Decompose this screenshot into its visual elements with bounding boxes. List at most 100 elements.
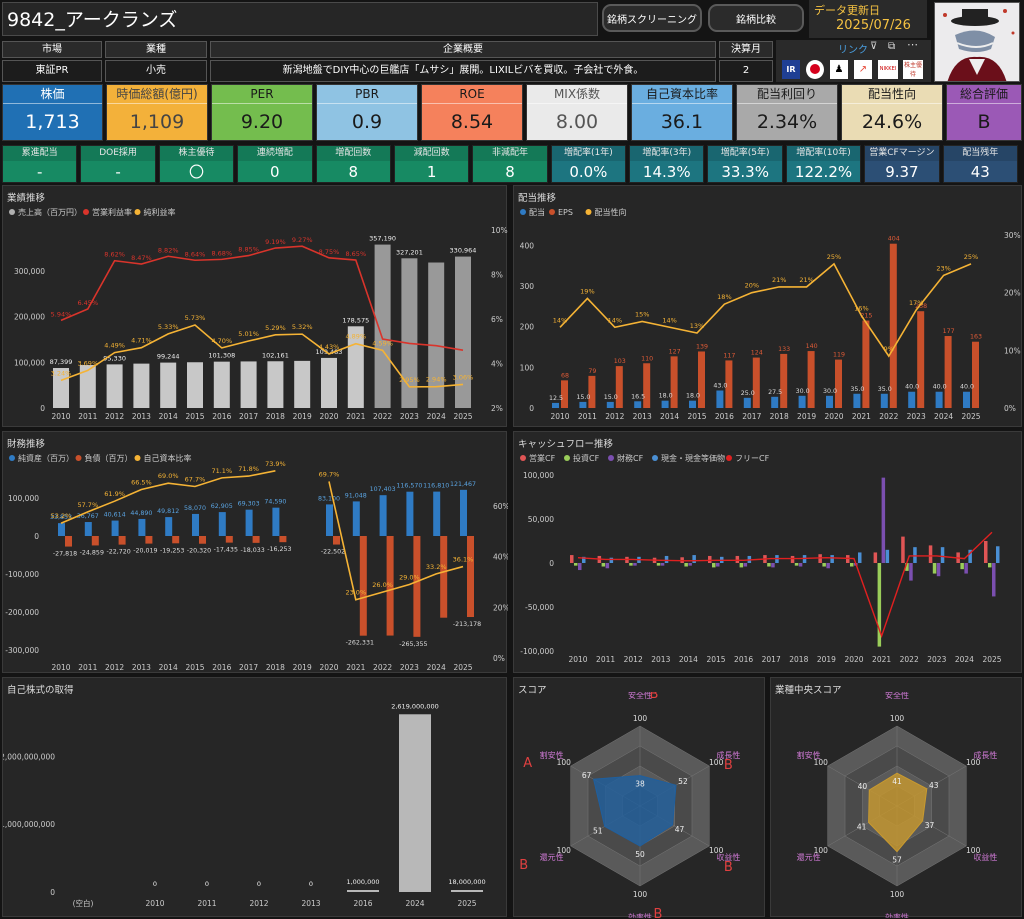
legend-marker <box>134 455 141 461</box>
cf-bar <box>932 563 937 574</box>
equity-ratio-label: 57.7% <box>77 501 98 509</box>
radar-area <box>868 772 928 853</box>
x-tick-label: 2012 <box>105 663 124 672</box>
more-icon[interactable]: ⋯ <box>907 38 918 51</box>
kpi-card: 自己資本比率 36.1 <box>631 84 733 141</box>
cf-bar <box>574 563 578 566</box>
kabutan-link-icon[interactable]: ♟ <box>830 60 848 79</box>
cf-bar <box>830 555 834 563</box>
bar-data-label: 357,190 <box>369 235 396 243</box>
radar-max: 100 <box>633 714 648 723</box>
radar-grade: B <box>650 692 659 702</box>
overview-text: 新潟地盤でDIY中心の巨艦店「ムサシ」展開。LIXILビバを買収。子会社で外食。 <box>210 60 716 82</box>
legend-label: 売上高（百万円） <box>18 207 82 217</box>
radar-axis-label: 安全性 <box>885 692 909 700</box>
dividend-label: 35.0 <box>850 386 864 393</box>
y-tick-label: 1,000,000,000 <box>3 820 55 829</box>
equity-ratio-label: 23.0% <box>345 589 366 597</box>
eps-label: 238 <box>915 303 927 310</box>
payout-label: 21% <box>799 276 813 284</box>
yahoo-link-icon[interactable] <box>806 60 824 79</box>
x-tick-label: 2011 <box>578 412 597 421</box>
net-assets-label: 107,403 <box>370 486 396 493</box>
radar-value: 41 <box>857 822 867 831</box>
radar-max: 100 <box>966 846 981 855</box>
cf-bar <box>881 477 886 563</box>
x-tick-label: 2010 <box>51 663 70 672</box>
yutai-link-icon[interactable]: 株主優待 <box>903 60 923 79</box>
compare-button[interactable]: 銘柄比較 <box>708 4 804 32</box>
buyback-bar <box>347 890 379 892</box>
buyback-label: 0 <box>153 880 157 888</box>
radar-max: 100 <box>709 758 724 767</box>
dividend-bar <box>579 401 587 408</box>
equity-ratio-line <box>328 481 464 601</box>
line-data-label: 9.27% <box>292 236 313 244</box>
fiscal-label: 決算月 <box>719 41 773 58</box>
line-data-label: 2.95% <box>399 376 420 384</box>
cf-bar <box>877 563 882 647</box>
dividend-label: 25.0 <box>741 390 755 397</box>
x-tick-label: 2023 <box>400 663 419 672</box>
liabilities-label: -24,859 <box>80 549 104 556</box>
bar-data-label: 95,330 <box>103 354 126 362</box>
line-data-label: 2.94% <box>426 376 447 384</box>
radar-axis-label: 収益性 <box>973 852 997 862</box>
x-tick-label: 2012 <box>605 412 624 421</box>
dividend-bar <box>908 391 916 408</box>
minkabu-link-icon[interactable]: ↗ <box>854 60 872 79</box>
stat-value: 9.37 <box>885 163 919 181</box>
dividend-bar <box>743 397 751 408</box>
payout-label: 13% <box>690 322 704 330</box>
liabilities-bar <box>145 536 153 544</box>
eps-label: 68 <box>561 372 569 379</box>
revenue-bar <box>267 361 284 408</box>
buyback-chart: 0 1,000,000,000 2,000,000,000 (空白) 0 2010 0 201… <box>3 702 486 908</box>
x-tick-label: 2010 <box>145 899 164 908</box>
radar-max: 100 <box>709 846 724 855</box>
radar-area <box>592 775 677 847</box>
liabilities-bar <box>91 536 99 546</box>
y2-tick-label: 0% <box>493 654 505 663</box>
ir-link-icon[interactable]: IR <box>782 60 800 79</box>
cf-bar <box>964 563 968 574</box>
dividend-bar <box>880 393 888 408</box>
screening-button[interactable]: 銘柄スクリーニング <box>602 4 702 32</box>
legend-label: 財務CF <box>617 453 644 463</box>
radar-grade: B <box>519 858 528 873</box>
liabilities-label: -18,033 <box>240 547 264 554</box>
buyback-label: 0 <box>309 880 313 888</box>
liabilities-label: -22,502 <box>321 549 345 556</box>
expand-icon[interactable]: ⧉ <box>888 41 896 52</box>
cf-bar <box>992 563 996 597</box>
net-assets-bar <box>406 491 414 536</box>
x-tick-label: 2016 <box>212 663 231 672</box>
cf-bar <box>928 545 933 563</box>
legend-label: EPS <box>558 208 573 217</box>
legend-label: フリーCF <box>735 454 770 463</box>
net-assets-label: 121,467 <box>450 481 476 488</box>
nikkei-link-icon[interactable]: NIKKEI <box>878 60 898 79</box>
filter-icon[interactable]: ⊽ <box>870 41 878 52</box>
buyback-label: 0 <box>257 880 261 888</box>
line-data-label: 3.24% <box>51 369 72 377</box>
bar-data-label: 101,308 <box>208 352 235 360</box>
dividend-label: 27.5 <box>768 389 782 396</box>
y-tick-label: 0 <box>34 532 39 541</box>
legend-label: 現金・現金等価物 <box>661 453 725 463</box>
line-data-label: 5.73% <box>185 314 206 322</box>
dividend-label: 40.0 <box>933 384 947 391</box>
legend-marker <box>520 209 526 215</box>
stat-card: DOE採用 - <box>80 145 156 183</box>
eps-bar <box>807 351 815 408</box>
stat-card: 増配率(5年) 33.3% <box>707 145 783 183</box>
y-tick-label: 0 <box>529 404 534 413</box>
net-assets-label: 62,905 <box>211 503 233 510</box>
x-tick-label: 2017 <box>239 412 258 421</box>
liabilities-label: -17,435 <box>214 547 238 554</box>
net-assets-label: 44,890 <box>130 510 152 517</box>
legend-marker <box>585 209 592 215</box>
y2-tick-label: 4% <box>491 360 503 369</box>
liabilities-label: -262,331 <box>346 640 374 647</box>
kpi-card: 総合評価 B <box>946 84 1022 141</box>
